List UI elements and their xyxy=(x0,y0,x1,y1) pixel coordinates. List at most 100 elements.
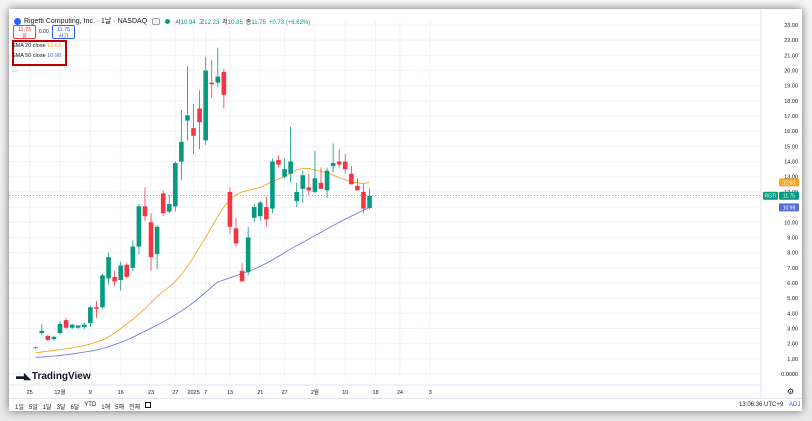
market-status-icon xyxy=(165,18,171,24)
candle-body[interactable] xyxy=(355,185,360,191)
ohlc-key: 고 xyxy=(198,19,205,26)
candle-body[interactable] xyxy=(239,270,245,282)
bottom-toolbar: 1일 5일 1달 3달 6달 YTD 1해 5해 전체 13:06:36 UTC+9 ADJ xyxy=(9,398,802,412)
price-tag xyxy=(779,191,799,200)
candle-body[interactable] xyxy=(130,246,136,268)
candle-body[interactable] xyxy=(336,161,342,165)
candle-body[interactable] xyxy=(330,163,336,167)
collapse-legend-icon[interactable]: ︿ xyxy=(12,68,18,74)
timeframe-button[interactable]: 1달 xyxy=(42,405,52,411)
sell-button[interactable]: 11.75 팔 xyxy=(13,25,36,40)
price-tick-label: 9.00 xyxy=(787,235,798,241)
candle-body[interactable] xyxy=(112,276,117,282)
candle-body[interactable] xyxy=(257,202,263,217)
candle-body[interactable] xyxy=(318,182,324,189)
calendar-icon[interactable] xyxy=(145,402,152,408)
candle-body[interactable] xyxy=(367,195,372,208)
symbol-header: Rigetti Computing, Inc. · 1날 · NASDAQ 시1… xyxy=(14,14,313,28)
candle-body[interactable] xyxy=(251,207,257,218)
candle-body[interactable] xyxy=(227,191,233,227)
timeframe-button[interactable]: 전체 xyxy=(129,405,141,411)
buy-button[interactable]: 11.75 사기 xyxy=(52,25,75,40)
timeframe-button[interactable]: 1해 xyxy=(101,405,111,411)
timeframe-button[interactable]: 5일 xyxy=(28,405,38,411)
clock[interactable]: 13:06:36 UTC+9 xyxy=(739,402,784,408)
symbol-title[interactable]: Rigetti Computing, Inc. · 1날 · NASDAQ xyxy=(24,18,148,25)
candle-body[interactable] xyxy=(100,275,105,308)
candle-body[interactable] xyxy=(282,169,287,177)
sma50-value: 10.98 xyxy=(47,53,61,59)
candle-body[interactable] xyxy=(203,70,208,141)
candle-body[interactable] xyxy=(33,347,38,349)
candle-body[interactable] xyxy=(264,207,269,220)
candle-body[interactable] xyxy=(81,324,87,327)
timeframe-button[interactable]: 3달 xyxy=(56,405,66,411)
candle-body[interactable] xyxy=(288,161,293,174)
ohlc-key: 시 xyxy=(175,19,181,26)
candle-body[interactable] xyxy=(136,206,142,247)
candle-body[interactable] xyxy=(63,320,69,328)
candle-body[interactable] xyxy=(233,228,239,244)
price-tick-label: 0.0000 xyxy=(781,372,798,378)
candle-body[interactable] xyxy=(270,161,275,209)
candle-body[interactable] xyxy=(185,115,190,121)
candle-body[interactable] xyxy=(75,325,81,328)
candle-body[interactable] xyxy=(124,264,130,277)
ohlc-key: 종 xyxy=(245,19,252,26)
candle-body[interactable] xyxy=(361,191,366,209)
candle-body[interactable] xyxy=(106,257,111,279)
candle-body[interactable] xyxy=(94,307,99,309)
candle-body[interactable] xyxy=(173,163,178,207)
candle-body[interactable] xyxy=(118,265,123,280)
candle-body[interactable] xyxy=(300,175,306,189)
candle-body[interactable] xyxy=(324,170,330,191)
price-chart[interactable]: 0.0000 1.00 2.00 3.00 4.00 5.00 6.00 7.00 8.00 9.… xyxy=(9,9,802,411)
candle-body[interactable] xyxy=(51,336,57,340)
candle-body[interactable] xyxy=(221,72,227,95)
time-tick-label: 21 xyxy=(257,390,263,396)
candle-body[interactable] xyxy=(57,323,63,334)
candle-body[interactable] xyxy=(276,160,281,165)
candle-body[interactable] xyxy=(160,193,166,214)
candle-body[interactable] xyxy=(191,128,196,136)
candle-body[interactable] xyxy=(166,204,172,212)
time-tick-label: 13 xyxy=(227,390,233,396)
price-tick-label: 6.00 xyxy=(787,281,798,287)
sma50-label: SMA 50 close xyxy=(12,53,46,59)
time-tick-label: 27 xyxy=(282,390,288,396)
price-tick-label: 18.00 xyxy=(784,99,798,105)
candle-body[interactable] xyxy=(148,222,154,258)
candle-body[interactable] xyxy=(197,108,202,123)
indicator-sma50[interactable]: SMA 50 close 10.98 xyxy=(12,53,61,59)
time-tick-label: 24 xyxy=(397,390,403,396)
price-tick-label: 7.00 xyxy=(787,266,798,272)
candle-body[interactable] xyxy=(45,336,51,340)
candle-body[interactable] xyxy=(312,178,318,192)
time-tick-label: 9 xyxy=(89,390,92,396)
tradingview-logo[interactable]: ▬◣ TradingView xyxy=(16,371,91,382)
timeframe-button[interactable]: 6달 xyxy=(70,405,80,411)
more-options-icon[interactable] xyxy=(152,17,161,25)
timeframe-selector: 1일 5일 1달 3달 6달 YTD 1해 5해 전체 xyxy=(15,402,152,411)
spread-value: 0.00 xyxy=(39,29,49,35)
candle-body[interactable] xyxy=(245,237,251,273)
timeframe-button[interactable]: 1일 xyxy=(15,405,24,411)
candle-body[interactable] xyxy=(88,307,93,324)
candle-body[interactable] xyxy=(294,191,300,202)
candle-body[interactable] xyxy=(349,173,354,185)
candle-body[interactable] xyxy=(342,161,348,170)
ohlc-item: 고12.23 xyxy=(199,20,220,26)
indicator-sma20[interactable]: SMA 20 close 12.63 xyxy=(12,43,61,49)
timeframe-button[interactable]: 5해 xyxy=(115,405,125,411)
candle-body[interactable] xyxy=(215,76,221,83)
candle-body[interactable] xyxy=(179,141,184,162)
timeframe-button[interactable]: YTD xyxy=(84,402,97,408)
candle-body[interactable] xyxy=(142,206,148,217)
adj-toggle[interactable]: ADJ xyxy=(789,402,801,408)
candle-body[interactable] xyxy=(306,187,312,191)
candle-body[interactable] xyxy=(69,324,75,328)
gear-icon[interactable]: ⚙ xyxy=(787,387,795,396)
candle-body[interactable] xyxy=(209,82,215,85)
candle-body[interactable] xyxy=(39,330,45,334)
candle-body[interactable] xyxy=(154,226,160,255)
